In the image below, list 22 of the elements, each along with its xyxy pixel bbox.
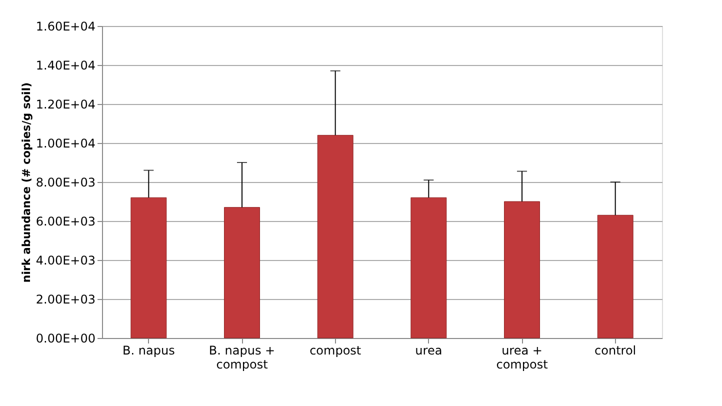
y-tick-label: 6.00E+03 [36, 214, 96, 228]
y-tick-label: 8.00E+03 [36, 176, 96, 190]
bar [317, 134, 354, 338]
y-tick-label: 1.20E+04 [36, 98, 96, 112]
x-tick-label: urea + compost [496, 344, 548, 372]
x-tick-label: urea [415, 344, 442, 358]
bar [410, 197, 447, 338]
bar [504, 201, 540, 338]
bar [130, 197, 167, 338]
x-tick-label: B. napus + compost [208, 344, 276, 372]
bar [597, 214, 634, 338]
y-tick-label: 1.60E+04 [36, 20, 96, 34]
y-tick-label: 0.00E+00 [36, 332, 96, 346]
x-tick-label: B. napus [122, 344, 175, 358]
x-tick-label: control [594, 344, 636, 358]
y-tick-label: 4.00E+03 [36, 254, 96, 268]
y-tick-label: 1.40E+04 [36, 58, 96, 72]
x-tick-label: compost [310, 344, 362, 358]
y-tick-label: 2.00E+03 [36, 292, 96, 306]
y-axis-title: nirk abundance (# copies/g soil) [20, 82, 33, 283]
bar [224, 207, 260, 338]
y-tick-label: 1.00E+04 [36, 136, 96, 150]
